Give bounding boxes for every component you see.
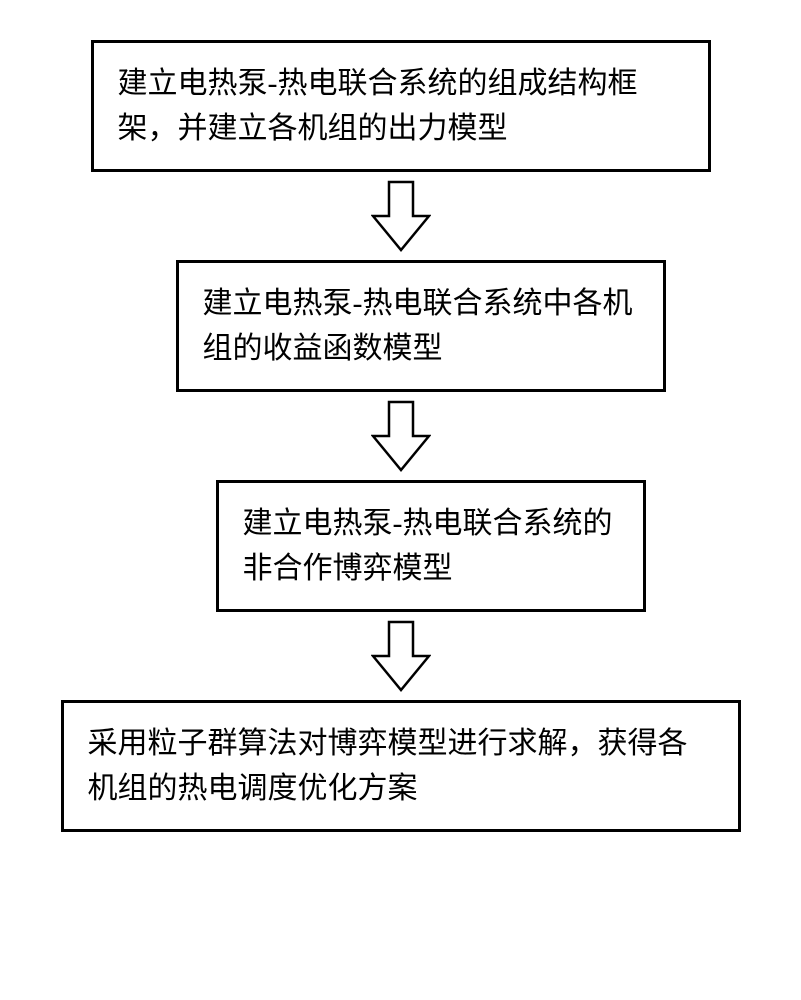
flowchart-step-1: 建立电热泵-热电联合系统的组成结构框架，并建立各机组的出力模型 [91,40,711,172]
down-arrow-icon [371,180,431,252]
step-1-text: 建立电热泵-热电联合系统的组成结构框架，并建立各机组的出力模型 [118,61,684,151]
flowchart-step-4: 采用粒子群算法对博弈模型进行求解，获得各机组的热电调度优化方案 [61,700,741,832]
step-2-text: 建立电热泵-热电联合系统中各机组的收益函数模型 [203,281,639,371]
flowchart-step-3: 建立电热泵-热电联合系统的非合作博弈模型 [216,480,646,612]
arrow-2 [371,400,431,472]
down-arrow-icon [371,620,431,692]
step-4-text: 采用粒子群算法对博弈模型进行求解，获得各机组的热电调度优化方案 [88,721,714,811]
arrow-3 [371,620,431,692]
step-3-text: 建立电热泵-热电联合系统的非合作博弈模型 [243,501,619,591]
flowchart-step-2: 建立电热泵-热电联合系统中各机组的收益函数模型 [176,260,666,392]
arrow-1 [371,180,431,252]
down-arrow-icon [371,400,431,472]
